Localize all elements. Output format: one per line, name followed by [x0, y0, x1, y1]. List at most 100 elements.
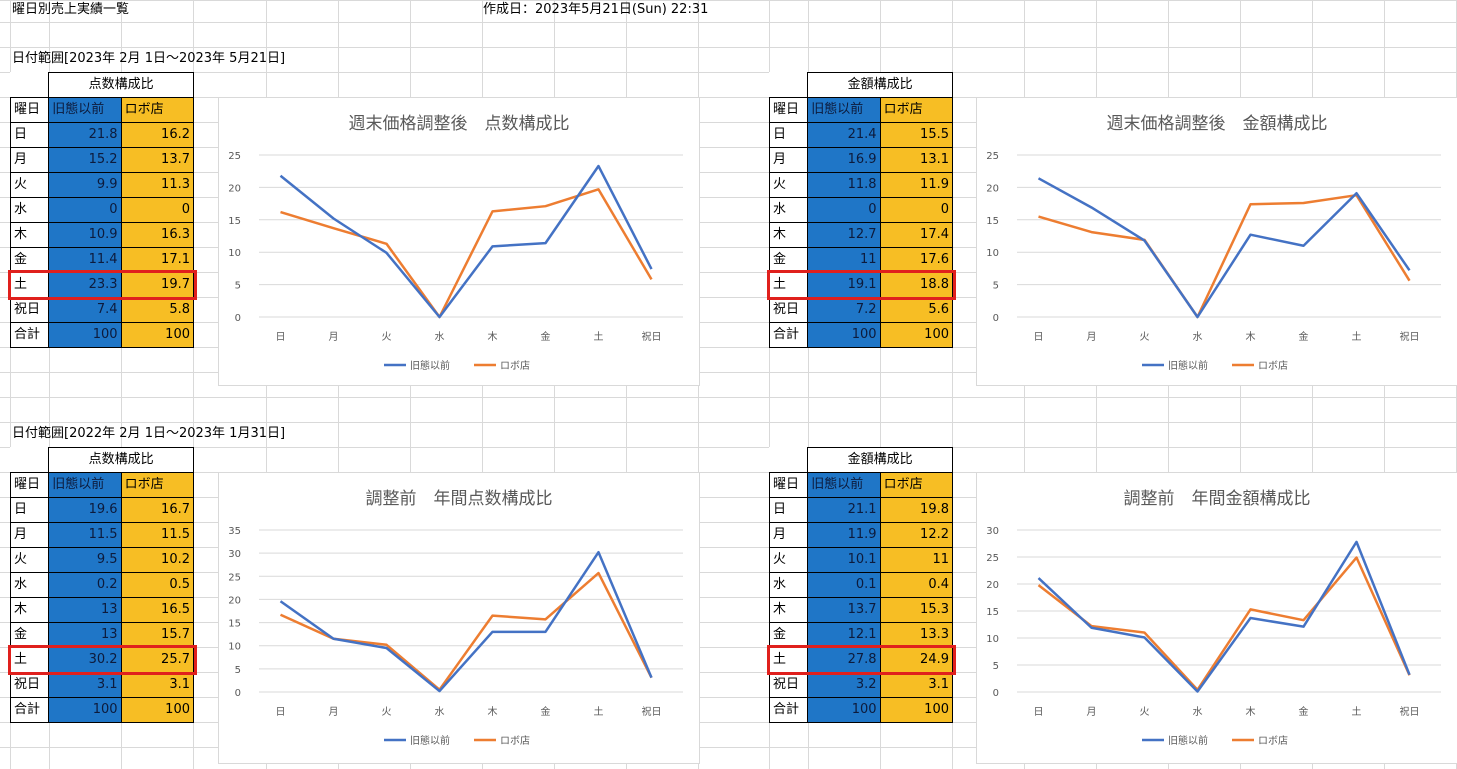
day-cell[interactable]: 合計: [9, 322, 50, 348]
header-day[interactable]: 曜日: [9, 472, 50, 498]
day-cell[interactable]: 水: [9, 572, 50, 598]
old-store-value[interactable]: 12.1: [807, 622, 881, 648]
old-store-value[interactable]: 9.5: [48, 547, 122, 573]
table-caption[interactable]: 金額構成比: [807, 447, 953, 473]
day-cell[interactable]: 金: [9, 622, 50, 648]
robo-store-value[interactable]: 3.1: [879, 672, 954, 698]
day-cell[interactable]: 合計: [768, 697, 809, 723]
series-line-old-store[interactable]: [1037, 540, 1411, 693]
table-caption[interactable]: 金額構成比: [807, 72, 953, 98]
day-cell[interactable]: 火: [9, 172, 50, 198]
blank-cell[interactable]: [770, 73, 808, 98]
old-store-value[interactable]: 0: [807, 197, 881, 223]
series-line-old-store[interactable]: [279, 550, 653, 693]
header-old-store[interactable]: 旧態以前: [807, 97, 881, 123]
day-cell[interactable]: 土: [9, 647, 50, 673]
old-store-value[interactable]: 3.1: [48, 672, 122, 698]
robo-store-value[interactable]: 12.2: [879, 522, 954, 548]
day-cell[interactable]: 祝日: [768, 672, 809, 698]
day-cell[interactable]: 祝日: [9, 297, 50, 323]
old-store-value[interactable]: 11.5: [48, 522, 122, 548]
robo-store-value[interactable]: 25.7: [120, 647, 195, 673]
robo-store-value[interactable]: 5.6: [879, 297, 954, 323]
header-day[interactable]: 曜日: [9, 97, 50, 123]
day-cell[interactable]: 木: [768, 222, 809, 248]
robo-store-value[interactable]: 17.6: [879, 247, 954, 273]
old-store-value[interactable]: 10.9: [48, 222, 122, 248]
old-store-value[interactable]: 30.2: [48, 647, 122, 673]
old-store-value[interactable]: 16.9: [807, 147, 881, 173]
robo-store-value[interactable]: 10.2: [120, 547, 195, 573]
blank-cell[interactable]: [11, 448, 49, 473]
day-cell[interactable]: 火: [768, 172, 809, 198]
table-caption[interactable]: 点数構成比: [48, 72, 194, 98]
old-store-value[interactable]: 7.2: [807, 297, 881, 323]
old-store-value[interactable]: 21.1: [807, 497, 881, 523]
robo-store-value[interactable]: 17.1: [120, 247, 195, 273]
robo-store-value[interactable]: 11.9: [879, 172, 954, 198]
day-cell[interactable]: 月: [9, 147, 50, 173]
header-old-store[interactable]: 旧態以前: [807, 472, 881, 498]
old-store-value[interactable]: 100: [807, 697, 881, 723]
old-store-value[interactable]: 11.4: [48, 247, 122, 273]
robo-store-value[interactable]: 100: [120, 322, 195, 348]
day-cell[interactable]: 水: [9, 197, 50, 223]
old-store-value[interactable]: 0: [48, 197, 122, 223]
old-store-value[interactable]: 7.4: [48, 297, 122, 323]
line-chart-qty-2023[interactable]: 週末価格調整後 点数構成比 0 5 10 15 20 25 日 月 火 水 木 金 土 祝日 旧態以前 ロボ店: [218, 97, 700, 386]
header-day[interactable]: 曜日: [768, 472, 809, 498]
day-cell[interactable]: 火: [9, 547, 50, 573]
day-cell[interactable]: 日: [768, 497, 809, 523]
robo-store-value[interactable]: 16.7: [120, 497, 195, 523]
old-store-value[interactable]: 11: [807, 247, 881, 273]
robo-store-value[interactable]: 15.7: [120, 622, 195, 648]
robo-store-value[interactable]: 11.5: [120, 522, 195, 548]
line-chart-amount-2023[interactable]: 週末価格調整後 金額構成比 0 5 10 15 20 25 日 月 火 水 木 金 土 祝日 旧態以前 ロボ店: [976, 97, 1457, 386]
old-store-value[interactable]: 10.1: [807, 547, 881, 573]
old-store-value[interactable]: 19.6: [48, 497, 122, 523]
old-store-value[interactable]: 3.2: [807, 672, 881, 698]
header-day[interactable]: 曜日: [768, 97, 809, 123]
blank-cell[interactable]: [770, 448, 808, 473]
series-line-robo-store[interactable]: [1037, 556, 1411, 692]
robo-store-value[interactable]: 16.2: [120, 122, 195, 148]
old-store-value[interactable]: 12.7: [807, 222, 881, 248]
series-line-old-store[interactable]: [279, 164, 653, 319]
robo-store-value[interactable]: 100: [879, 697, 954, 723]
day-cell[interactable]: 火: [768, 547, 809, 573]
old-store-value[interactable]: 19.1: [807, 272, 881, 298]
day-cell[interactable]: 祝日: [768, 297, 809, 323]
day-cell[interactable]: 金: [9, 247, 50, 273]
old-store-value[interactable]: 100: [48, 697, 122, 723]
robo-store-value[interactable]: 13.1: [879, 147, 954, 173]
series-line-old-store[interactable]: [1037, 177, 1411, 319]
series-line-robo-store[interactable]: [280, 188, 653, 319]
old-store-value[interactable]: 9.9: [48, 172, 122, 198]
robo-store-value[interactable]: 0: [120, 197, 195, 223]
day-cell[interactable]: 土: [768, 272, 809, 298]
day-cell[interactable]: 木: [9, 597, 50, 623]
day-cell[interactable]: 木: [9, 222, 50, 248]
old-store-value[interactable]: 23.3: [48, 272, 122, 298]
old-store-value[interactable]: 0.1: [807, 572, 881, 598]
old-store-value[interactable]: 13.7: [807, 597, 881, 623]
robo-store-value[interactable]: 0.4: [879, 572, 954, 598]
header-robo-store[interactable]: ロボ店: [879, 472, 954, 498]
day-cell[interactable]: 月: [768, 147, 809, 173]
day-cell[interactable]: 土: [768, 647, 809, 673]
old-store-value[interactable]: 21.4: [807, 122, 881, 148]
day-cell[interactable]: 合計: [9, 697, 50, 723]
robo-store-value[interactable]: 100: [879, 322, 954, 348]
old-store-value[interactable]: 100: [48, 322, 122, 348]
robo-store-value[interactable]: 13.3: [879, 622, 954, 648]
series-line-robo-store[interactable]: [1038, 193, 1411, 319]
old-store-value[interactable]: 100: [807, 322, 881, 348]
line-chart-amount-2022[interactable]: 調整前 年間金額構成比 0 5 10 15 20 25 30 日 月 火 水 木 金 土 祝日 旧態以前 ロボ店: [976, 472, 1457, 764]
day-cell[interactable]: 木: [768, 597, 809, 623]
robo-store-value[interactable]: 0.5: [120, 572, 195, 598]
day-cell[interactable]: 祝日: [9, 672, 50, 698]
old-store-value[interactable]: 15.2: [48, 147, 122, 173]
robo-store-value[interactable]: 11.3: [120, 172, 195, 198]
robo-store-value[interactable]: 16.5: [120, 597, 195, 623]
robo-store-value[interactable]: 0: [879, 197, 954, 223]
